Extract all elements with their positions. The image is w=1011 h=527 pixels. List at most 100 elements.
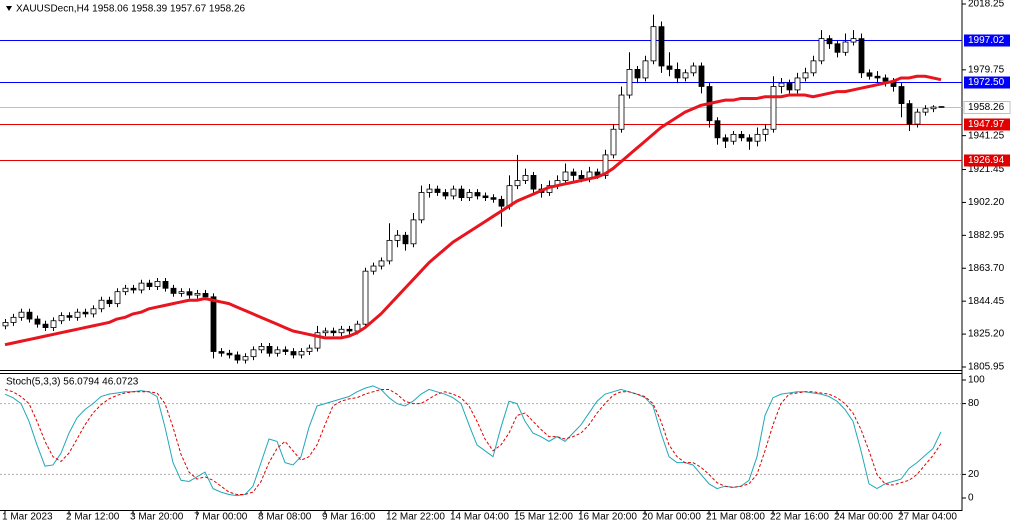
- candle-body: [794, 77, 801, 91]
- chart-icon: [6, 6, 12, 11]
- candle-body: [346, 328, 353, 332]
- y-tick-label: 1863.70: [968, 263, 1005, 274]
- x-tick-label: 16 Mar 20:00: [578, 512, 637, 523]
- candle-body: [66, 315, 73, 318]
- candle-body: [458, 188, 465, 199]
- y-tick-label: 1941.25: [968, 130, 1005, 141]
- candle-body: [786, 82, 793, 91]
- candle-body: [650, 26, 657, 62]
- candle-body: [834, 43, 841, 53]
- candle-body: [482, 195, 489, 199]
- candle-body: [418, 192, 425, 221]
- candle-body: [722, 137, 729, 142]
- candle-body: [266, 345, 273, 354]
- current-price-label: 1958.26: [968, 102, 1005, 113]
- level-label: 1972.50: [968, 77, 1005, 88]
- candle-body: [74, 311, 81, 318]
- moving-average: [4, 74, 942, 347]
- candle-body: [882, 77, 889, 82]
- candle-body: [362, 270, 369, 325]
- y-tick-label: 1844.45: [968, 296, 1005, 307]
- y-tick-label: 1882.95: [968, 230, 1005, 241]
- candle-body: [618, 94, 625, 130]
- candle-body: [530, 175, 537, 190]
- candle-body: [442, 192, 449, 197]
- candle-body: [466, 192, 473, 199]
- candle-body: [402, 234, 409, 245]
- candle-body: [178, 291, 185, 294]
- y-tick-label: 1921.45: [968, 164, 1005, 175]
- candle-body: [122, 287, 129, 293]
- candle-body: [138, 282, 145, 291]
- level-label-box: [964, 118, 1010, 131]
- level-label: 1997.02: [968, 35, 1005, 46]
- candle-body: [146, 282, 153, 287]
- x-tick-label: 22 Mar 16:00: [770, 512, 829, 523]
- candle-body: [218, 351, 225, 354]
- chart-title: XAUUSDecn,H4 1958.06 1958.39 1957.67 195…: [16, 4, 246, 15]
- candle-body: [778, 82, 785, 87]
- candle-body: [874, 75, 881, 79]
- candle-body: [394, 234, 401, 241]
- x-tick-label: 21 Mar 08:00: [706, 512, 765, 523]
- candle-body: [314, 332, 321, 349]
- x-tick-label: 14 Mar 04:00: [450, 512, 509, 523]
- level-label-box: [964, 154, 1010, 167]
- candle-body: [474, 192, 481, 197]
- candle-body: [914, 111, 921, 125]
- candle-body: [810, 60, 817, 74]
- stochastic-line: [4, 388, 942, 495]
- y-tick-label: 2018.25: [968, 0, 1005, 10]
- candle-body: [322, 330, 329, 334]
- x-tick-label: 24 Mar 00:00: [834, 512, 893, 523]
- candle-body: [90, 308, 97, 315]
- candle-body: [170, 287, 177, 294]
- candle-body: [258, 345, 265, 351]
- candle-body: [674, 69, 681, 79]
- current-price-box: [963, 101, 1011, 114]
- candle-body: [282, 349, 289, 352]
- candle-body: [290, 351, 297, 356]
- candle-body: [42, 323, 49, 328]
- candle-body: [298, 351, 305, 356]
- candle-body: [818, 38, 825, 62]
- candle-body: [10, 316, 17, 323]
- x-tick-label: 8 Mar 08:00: [258, 512, 312, 523]
- candle-body: [194, 292, 201, 296]
- x-tick-label: 20 Mar 00:00: [642, 512, 701, 523]
- candle-body: [58, 315, 65, 322]
- x-tick-label: 1 Mar 2023: [2, 512, 53, 523]
- candle-body: [922, 108, 929, 113]
- candle-body: [250, 349, 257, 358]
- y-tick-label: 100: [968, 375, 985, 386]
- candle-body: [690, 65, 697, 74]
- y-tick-label: 1979.75: [968, 64, 1005, 75]
- x-tick-label: 7 Mar 00:00: [194, 512, 248, 523]
- y-tick-label: 0: [968, 493, 974, 504]
- candle-body: [370, 265, 377, 272]
- candle-body: [378, 260, 385, 267]
- candle-body: [802, 72, 809, 79]
- x-tick-label: 12 Mar 22:00: [386, 512, 445, 523]
- candle-body: [666, 65, 673, 70]
- candle-body: [242, 356, 249, 361]
- candle-body: [698, 65, 705, 87]
- candle-body: [738, 133, 745, 139]
- candle-body: [858, 38, 865, 74]
- candle-body: [762, 128, 769, 135]
- candle-body: [602, 154, 609, 176]
- x-tick-label: 2 Mar 12:00: [66, 512, 120, 523]
- candle-body: [898, 86, 905, 104]
- candle-body: [82, 311, 89, 315]
- candle-body: [26, 311, 33, 320]
- candle-body: [658, 26, 665, 67]
- candle-body: [714, 120, 721, 139]
- candle-body: [634, 69, 641, 79]
- candle-body: [410, 219, 417, 245]
- candle-body: [930, 106, 937, 110]
- candle-body: [106, 299, 113, 305]
- candle-body: [154, 281, 161, 287]
- x-tick-label: 15 Mar 12:00: [514, 512, 573, 523]
- candle-body: [906, 103, 913, 125]
